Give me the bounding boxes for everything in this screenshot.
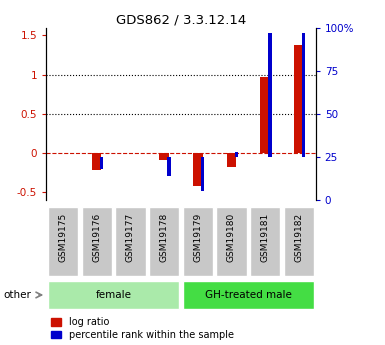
- Bar: [227, 153, 236, 167]
- Text: GSM19176: GSM19176: [92, 213, 101, 262]
- Bar: [92, 153, 102, 170]
- Text: GSM19175: GSM19175: [59, 213, 67, 262]
- Bar: [82, 207, 112, 276]
- Text: other: other: [4, 290, 32, 300]
- Bar: [159, 153, 169, 160]
- Bar: [250, 207, 280, 276]
- Bar: [216, 207, 247, 276]
- Text: GSM19177: GSM19177: [126, 213, 135, 262]
- Bar: [284, 207, 314, 276]
- Text: female: female: [95, 290, 132, 300]
- Bar: [268, 33, 271, 157]
- Bar: [48, 207, 78, 276]
- Bar: [115, 207, 146, 276]
- Bar: [302, 33, 305, 157]
- Text: GH-treated male: GH-treated male: [205, 290, 292, 300]
- Text: GSM19179: GSM19179: [193, 213, 202, 262]
- Bar: [182, 207, 213, 276]
- Bar: [193, 153, 203, 186]
- Text: GSM19182: GSM19182: [295, 213, 303, 262]
- Text: GSM19178: GSM19178: [160, 213, 169, 262]
- Bar: [201, 157, 204, 191]
- Bar: [294, 45, 303, 153]
- Bar: [260, 77, 270, 153]
- Text: GSM19180: GSM19180: [227, 213, 236, 262]
- Bar: [182, 281, 314, 309]
- Legend: log ratio, percentile rank within the sample: log ratio, percentile rank within the sa…: [51, 317, 234, 340]
- Bar: [234, 152, 238, 157]
- Title: GDS862 / 3.3.12.14: GDS862 / 3.3.12.14: [116, 13, 246, 27]
- Bar: [100, 157, 103, 169]
- Bar: [48, 281, 179, 309]
- Text: GSM19181: GSM19181: [261, 213, 270, 262]
- Bar: [167, 157, 171, 176]
- Bar: [149, 207, 179, 276]
